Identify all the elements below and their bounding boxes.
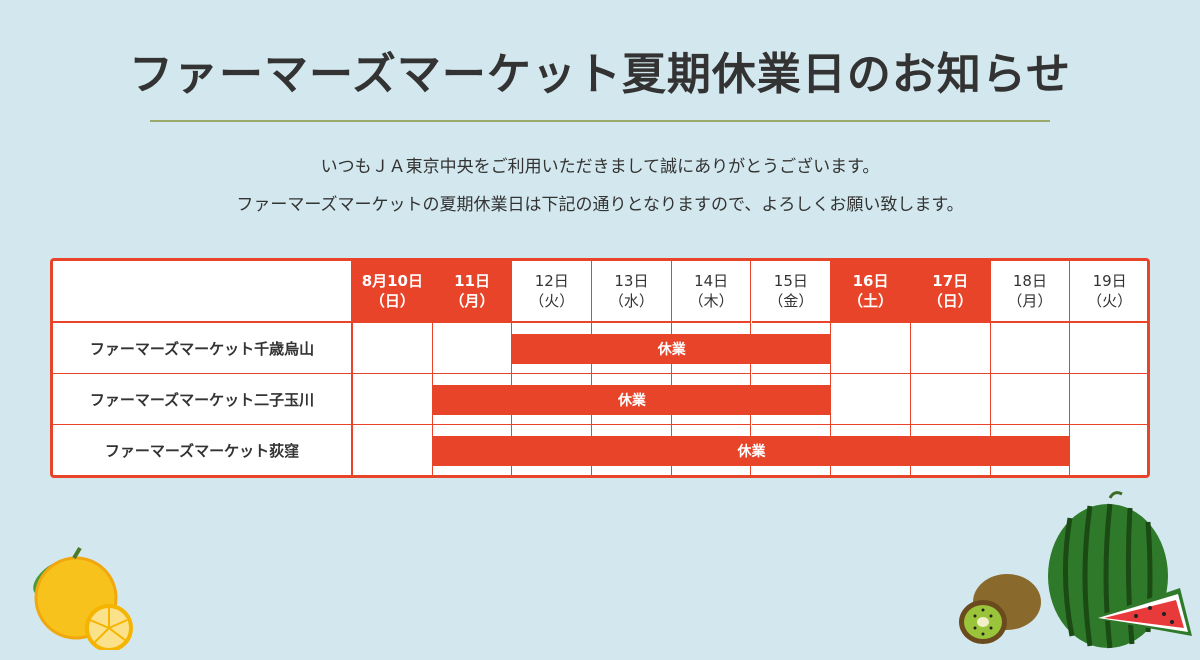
schedule-cell <box>831 323 911 374</box>
day-date: 14日 <box>694 272 729 290</box>
schedule-cell <box>831 374 911 425</box>
day-date: 16日 <box>852 272 889 290</box>
schedule-cell <box>910 374 991 425</box>
day-header: 12日 （火） <box>512 261 593 323</box>
schedule-cell <box>990 374 1071 425</box>
day-weekday: （日） <box>927 292 973 310</box>
day-weekday: （金） <box>768 292 814 310</box>
day-weekday: （土） <box>848 292 894 310</box>
schedule-cell <box>353 323 433 374</box>
watermelon-icon <box>1048 491 1192 649</box>
schedule-cell <box>353 425 433 475</box>
day-header: 17日 （日） <box>910 261 991 323</box>
day-date: 19日 <box>1092 272 1127 290</box>
holiday-schedule-table: 8月10日 （日） 11日 （月） 12日 （火） 13日 （水） 14日 （木） 15日 （金） 16… <box>50 258 1150 478</box>
table-corner <box>53 261 353 323</box>
day-header: 19日 （火） <box>1070 261 1147 323</box>
closed-bar: 休業 <box>432 385 832 415</box>
closed-bar: 休業 <box>512 334 832 364</box>
schedule-cell <box>1070 425 1147 475</box>
day-header: 15日 （金） <box>751 261 832 323</box>
page-title: ファーマーズマーケット夏期休業日のお知らせ <box>129 49 1071 100</box>
schedule-cell <box>353 374 433 425</box>
store-name: ファーマーズマーケット千歳烏山 <box>53 323 353 374</box>
intro-line-1: いつもＪＡ東京中央をご利用いただきまして誠にありがとうございます。 <box>320 157 880 177</box>
day-header: 16日 （土） <box>831 261 911 323</box>
day-header: 14日 （木） <box>671 261 752 323</box>
day-header: 11日 （月） <box>432 261 513 323</box>
closed-bar: 休業 <box>432 436 1071 466</box>
kiwi-icon <box>959 574 1041 644</box>
day-weekday: （月） <box>449 292 495 310</box>
store-name: ファーマーズマーケット二子玉川 <box>53 374 353 425</box>
day-weekday: （火） <box>529 292 575 310</box>
day-date: 8月10日 <box>361 272 423 290</box>
schedule-cell <box>1070 374 1147 425</box>
schedule-cell <box>910 323 991 374</box>
day-weekday: （月） <box>1007 292 1053 310</box>
day-date: 13日 <box>614 272 649 290</box>
store-name: ファーマーズマーケット荻窪 <box>53 425 353 475</box>
day-date: 18日 <box>1012 272 1047 290</box>
day-weekday: （火） <box>1087 292 1133 310</box>
day-date: 11日 <box>454 272 490 290</box>
day-weekday: （水） <box>608 292 654 310</box>
day-weekday: （日） <box>369 292 415 310</box>
day-weekday: （木） <box>688 292 734 310</box>
day-header: 8月10日 （日） <box>353 261 433 323</box>
schedule-cell <box>990 323 1071 374</box>
intro-line-2: ファーマーズマーケットの夏期休業日は下記の通りとなりますので、よろしくお願い致し… <box>236 195 964 215</box>
citrus-icon <box>33 546 133 650</box>
day-date: 12日 <box>534 272 569 290</box>
day-date: 17日 <box>932 272 969 290</box>
schedule-cell <box>1070 323 1147 374</box>
schedule-cell <box>432 323 513 374</box>
title-divider <box>150 120 1050 122</box>
day-header: 13日 （水） <box>592 261 672 323</box>
day-date: 15日 <box>773 272 808 290</box>
day-header: 18日 （月） <box>990 261 1071 323</box>
